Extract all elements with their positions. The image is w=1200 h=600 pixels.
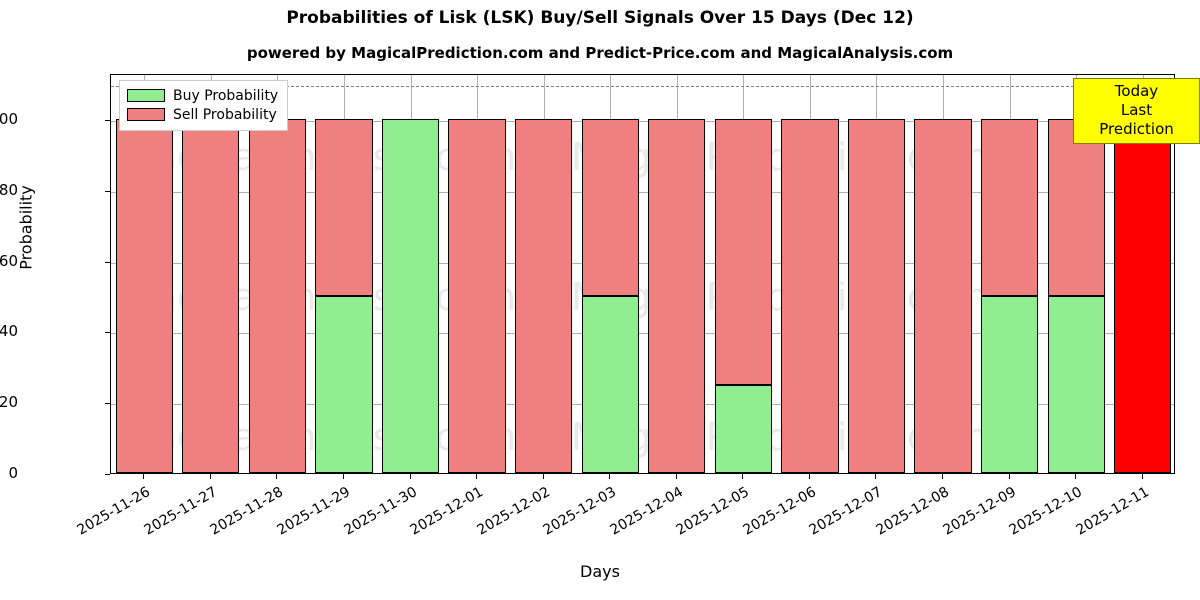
bar-segment-sell[interactable] [781,119,839,473]
bar-segment-sell[interactable] [448,119,506,473]
y-axis-tick-label: 40 [0,322,18,341]
y-axis-tick-mark [105,261,110,263]
bar-segment-sell[interactable] [914,119,972,473]
x-axis-tick-mark [1141,474,1143,479]
x-axis-label: Days [580,562,620,581]
y-axis-tick-label: 20 [0,393,18,412]
x-axis-tick-mark [342,474,344,479]
bar-group[interactable] [980,75,1039,473]
x-axis-tick-mark [476,474,478,479]
bar-segment-sell[interactable] [182,119,240,473]
bar-segment-buy[interactable] [980,296,1039,473]
x-axis-tick-mark [409,474,411,479]
x-axis-tick-mark [209,474,211,479]
today-annotation: Today Last Prediction [1073,78,1200,144]
bar-group[interactable] [315,75,373,473]
bar-group[interactable] [115,75,173,473]
y-axis-tick-label: 0 [8,464,18,482]
bar-segment-sell[interactable] [980,119,1039,297]
y-axis-tick-label: 60 [0,251,18,270]
gridline-horizontal [111,262,1174,264]
bar-segment-sell[interactable] [1047,119,1105,297]
legend-label: Buy Probability [173,87,279,104]
bar-group[interactable] [1047,75,1105,473]
bar-group[interactable] [515,75,573,473]
today-annotation-line1: Today [1114,82,1159,100]
bar-group[interactable] [248,75,307,473]
bar-segment-sell[interactable] [847,119,906,473]
bar-group[interactable] [448,75,506,473]
x-axis-tick-mark [276,474,278,479]
threshold-dashed-line [111,85,1174,87]
bar-group[interactable] [914,75,972,473]
y-axis-tick-mark [105,120,110,122]
today-annotation-line2: Last Prediction [1099,101,1174,138]
x-axis-tick-mark [609,474,611,479]
bar-group[interactable] [648,75,706,473]
y-axis-tick-label: 80 [0,180,18,199]
y-axis-tick-mark [105,190,110,192]
bar-segment-buy[interactable] [315,296,373,473]
bar-segment-sell[interactable] [648,119,706,473]
bar-segment-sell[interactable] [248,119,307,473]
bar-group[interactable] [781,75,839,473]
plot-area: MagicalAnalysis.comMagicaPrediction.comM… [110,74,1175,474]
bar-group[interactable] [847,75,906,473]
y-axis-label: Probability [16,185,36,270]
x-axis-tick-mark [808,474,810,479]
x-axis-tick-mark [143,474,145,479]
y-axis-tick-mark [105,332,110,334]
x-axis-tick-mark [742,474,744,479]
bar-segment-today[interactable] [1114,119,1172,473]
legend-swatch [127,108,165,121]
y-axis-tick-mark [105,403,110,405]
chart-legend: Buy Probability Sell Probability [119,80,289,131]
bar-segment-sell[interactable] [714,119,772,385]
gridline-horizontal [111,121,1174,123]
bar-segment-buy[interactable] [381,119,440,473]
gridline-horizontal [111,404,1174,406]
x-axis-tick-mark [942,474,944,479]
x-axis-tick-mark [1075,474,1077,479]
chart-subtitle: powered by MagicalPrediction.com and Pre… [246,44,954,62]
bar-segment-sell[interactable] [581,119,639,297]
legend-label: Sell Probability [173,106,277,123]
legend-item: Buy Probability [127,86,278,105]
bar-group[interactable] [182,75,240,473]
chart-title: Probabilities of Lisk (LSK) Buy/Sell Sig… [286,8,914,28]
x-axis-tick-mark [875,474,877,479]
bar-segment-buy[interactable] [714,384,772,473]
bar-segment-sell[interactable] [115,119,173,473]
x-axis-tick-mark [542,474,544,479]
bar-group[interactable] [381,75,440,473]
bar-segment-buy[interactable] [581,296,639,473]
legend-swatch [127,89,165,102]
legend-item: Sell Probability [127,105,278,124]
bar-group[interactable] [581,75,639,473]
y-axis-tick-label: 100 [0,110,18,129]
x-axis-tick-mark [675,474,677,479]
bar-group[interactable] [1114,75,1172,473]
gridline-horizontal [111,191,1174,193]
x-axis-tick-mark [1008,474,1010,479]
y-axis-tick-mark [105,474,110,475]
bar-group[interactable] [714,75,772,473]
gridline-horizontal [111,333,1174,335]
bar-segment-sell[interactable] [315,119,373,297]
bar-segment-buy[interactable] [1047,296,1105,473]
bar-segment-sell[interactable] [515,119,573,473]
